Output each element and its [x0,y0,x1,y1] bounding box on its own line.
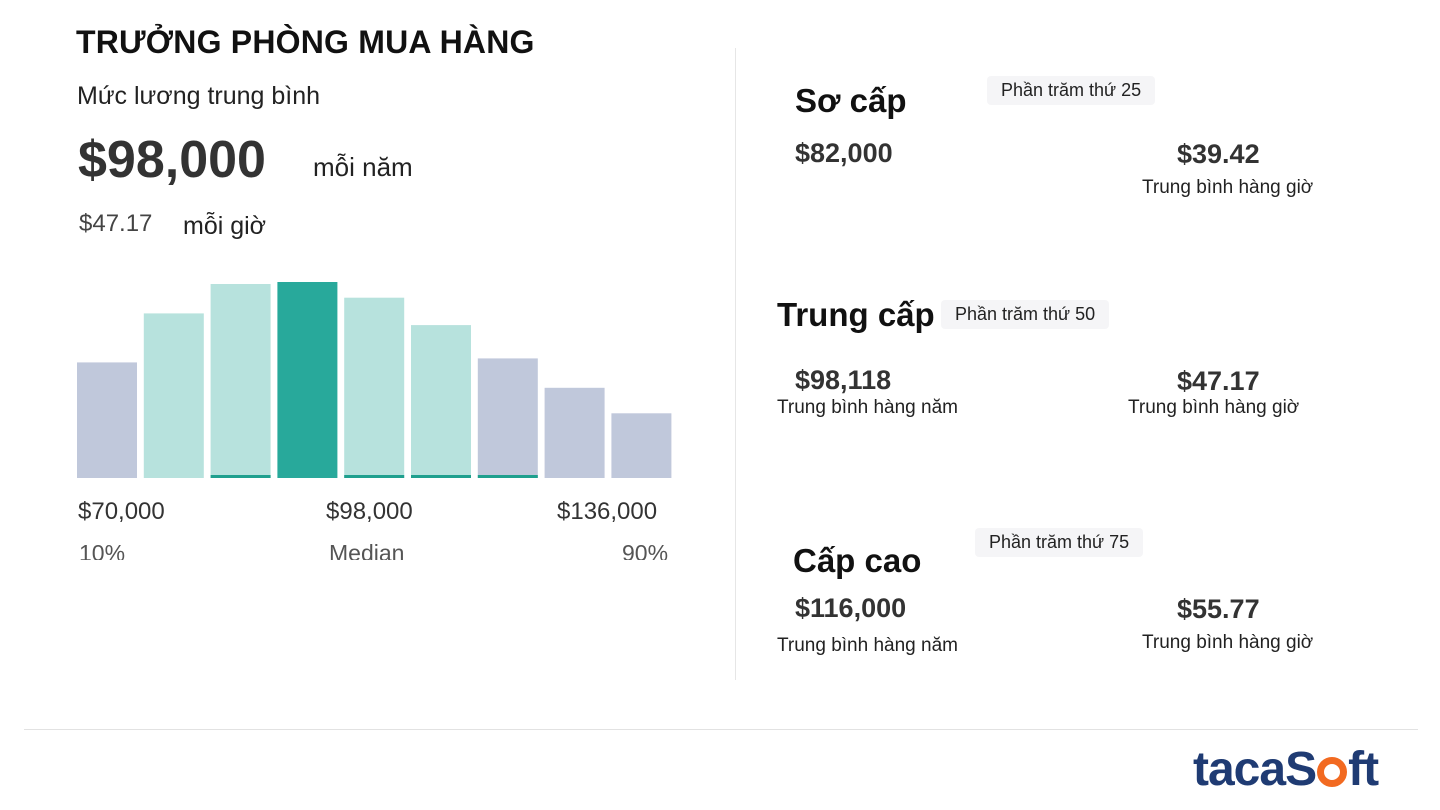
annual-salary-value: $98,000 [78,131,266,189]
histogram-bar-6 [411,325,471,478]
tacasoft-logo: tacaS ft [1193,742,1379,797]
histogram-bar-underline-6 [411,475,471,478]
histogram-bar-underline-5 [344,475,405,478]
level-senior-annual-caption: Trung bình hàng năm [777,635,958,656]
logo-o-ring-icon [1317,757,1348,787]
logo-text-part3: ft [1348,743,1379,796]
histogram-bar-5 [344,297,405,478]
salary-histogram [77,282,672,478]
level-mid-annual: $98,118 [795,365,892,395]
level-mid-hourly: $47.17 [1177,366,1260,396]
histogram-bar-8 [544,387,605,478]
vertical-divider [735,48,736,680]
histogram-bar-7 [477,358,538,478]
histogram-bar-9 [611,413,672,478]
histogram-bar-4 [277,282,338,478]
hourly-salary-unit: mỗi giờ [183,212,267,240]
tick-value-low: $70,000 [78,498,165,525]
tick-value-median: $98,000 [326,498,413,525]
level-mid-annual-caption: Trung bình hàng năm [777,397,958,418]
level-mid-title: Trung cấp [777,296,935,333]
level-entry-percentile-badge: Phần trăm thứ 25 [987,76,1156,105]
level-entry-title: Sơ cấp [795,82,907,119]
footer-divider [24,729,1418,730]
crop-cover [0,560,735,730]
histogram-bar-3 [210,284,271,478]
level-entry-hourly-caption: Trung bình hàng giờ [1142,177,1314,198]
level-entry-hourly: $39.42 [1177,139,1260,169]
job-title: TRƯỞNG PHÒNG MUA HÀNG [76,24,535,60]
logo-text-part1: taca [1193,743,1286,796]
level-senior-hourly: $55.77 [1177,594,1260,624]
average-salary-label: Mức lương trung bình [77,82,321,110]
level-senior-hourly-caption: Trung bình hàng giờ [1142,632,1314,653]
level-entry-annual: $82,000 [795,138,893,168]
histogram-bar-underline-7 [477,475,538,478]
level-mid-percentile-badge: Phần trăm thứ 50 [941,300,1110,329]
level-senior-percentile-badge: Phần trăm thứ 75 [975,528,1144,557]
level-senior-title: Cấp cao [793,542,922,579]
annual-salary-unit: mỗi năm [313,152,413,182]
tick-value-high: $136,000 [557,498,658,525]
histogram-bar-underline-3 [210,475,271,478]
histogram-bar-1 [77,362,137,478]
hourly-salary-value: $47.17 [79,210,153,237]
histogram-bar-2 [143,313,204,478]
level-mid-hourly-caption: Trung bình hàng giờ [1128,397,1300,418]
logo-text-part2: S [1285,743,1317,796]
level-senior-annual: $116,000 [795,593,907,623]
